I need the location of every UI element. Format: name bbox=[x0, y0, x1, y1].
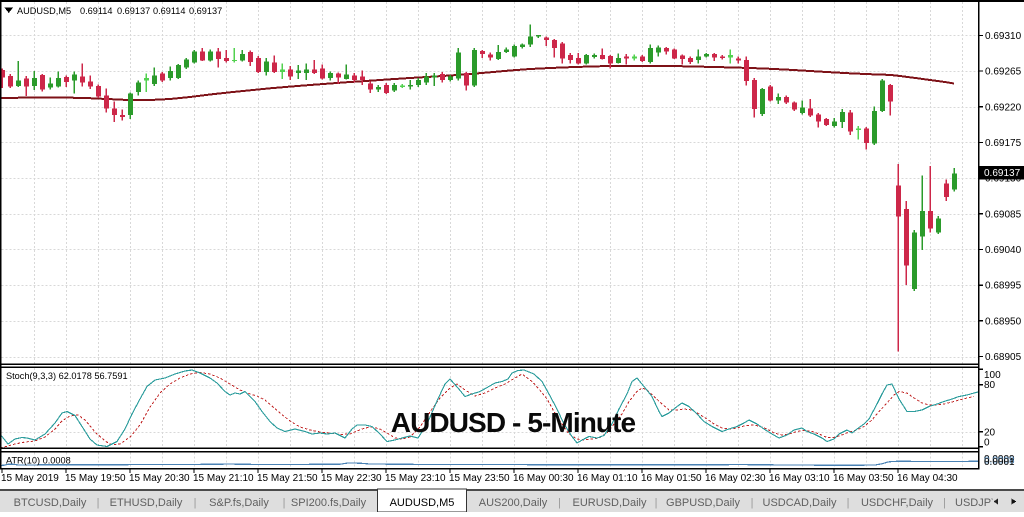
svg-text:0.68905: 0.68905 bbox=[985, 352, 1022, 363]
svg-text:0.68995: 0.68995 bbox=[985, 281, 1022, 292]
svg-text:15 May 23:10: 15 May 23:10 bbox=[385, 473, 446, 484]
svg-text:16 May 03:10: 16 May 03:10 bbox=[769, 473, 830, 484]
svg-text:|: | bbox=[194, 497, 197, 509]
svg-text:0.0001: 0.0001 bbox=[984, 457, 1015, 468]
svg-text:0: 0 bbox=[984, 437, 990, 448]
svg-text:0.69175: 0.69175 bbox=[985, 138, 1022, 149]
svg-text:16 May 02:30: 16 May 02:30 bbox=[705, 473, 766, 484]
svg-text:0.69114: 0.69114 bbox=[80, 6, 113, 16]
svg-text:|: | bbox=[558, 497, 561, 509]
svg-text:S&P.fs,Daily: S&P.fs,Daily bbox=[209, 497, 269, 509]
svg-text:15 May 2019: 15 May 2019 bbox=[1, 473, 59, 484]
svg-text:15 May 20:30: 15 May 20:30 bbox=[129, 473, 190, 484]
svg-text:0.69040: 0.69040 bbox=[985, 245, 1022, 256]
svg-text:0.69310: 0.69310 bbox=[985, 31, 1022, 42]
svg-text:SPI200.fs,Daily: SPI200.fs,Daily bbox=[291, 497, 367, 509]
svg-text:15 May 19:50: 15 May 19:50 bbox=[65, 473, 126, 484]
svg-text:0.69220: 0.69220 bbox=[985, 102, 1022, 113]
svg-text:|: | bbox=[943, 497, 946, 509]
svg-text:USDCAD,Daily: USDCAD,Daily bbox=[763, 497, 837, 509]
svg-text:16 May 01:50: 16 May 01:50 bbox=[641, 473, 702, 484]
svg-text:Stoch(9,3,3) 62.0178 56.7591: Stoch(9,3,3) 62.0178 56.7591 bbox=[6, 371, 128, 381]
svg-text:0.69137: 0.69137 bbox=[117, 6, 150, 16]
svg-text:15 May 21:50: 15 May 21:50 bbox=[257, 473, 318, 484]
svg-text:16 May 03:50: 16 May 03:50 bbox=[833, 473, 894, 484]
svg-text:GBPUSD,Daily: GBPUSD,Daily bbox=[666, 497, 740, 509]
svg-text:|: | bbox=[751, 497, 754, 509]
svg-text:0.69085: 0.69085 bbox=[985, 209, 1022, 220]
svg-text:80: 80 bbox=[984, 380, 996, 391]
svg-text:AUDUSD,M5: AUDUSD,M5 bbox=[390, 497, 455, 509]
svg-text:EURUSD,Daily: EURUSD,Daily bbox=[573, 497, 647, 509]
svg-text:0.69265: 0.69265 bbox=[985, 67, 1022, 78]
svg-text:16 May 01:10: 16 May 01:10 bbox=[577, 473, 638, 484]
svg-text:|: | bbox=[655, 497, 658, 509]
svg-text:0.69137: 0.69137 bbox=[189, 6, 222, 16]
svg-text:0.69137: 0.69137 bbox=[984, 168, 1021, 179]
svg-text:USDCHF,Daily: USDCHF,Daily bbox=[861, 497, 934, 509]
svg-text:16 May 04:30: 16 May 04:30 bbox=[897, 473, 958, 484]
svg-text:ATR(10) 0.0008: ATR(10) 0.0008 bbox=[6, 455, 71, 465]
svg-text:0.68950: 0.68950 bbox=[985, 316, 1022, 327]
svg-text:16 May 00:30: 16 May 00:30 bbox=[513, 473, 574, 484]
svg-text:0.69114: 0.69114 bbox=[153, 6, 186, 16]
svg-text:AUDUSD - 5-Minute: AUDUSD - 5-Minute bbox=[391, 407, 636, 438]
svg-text:|: | bbox=[847, 497, 850, 509]
svg-text:AUS200,Daily: AUS200,Daily bbox=[479, 497, 548, 509]
svg-text:15 May 23:50: 15 May 23:50 bbox=[449, 473, 510, 484]
svg-text:BTCUSD,Daily: BTCUSD,Daily bbox=[14, 497, 87, 509]
svg-text:15 May 22:30: 15 May 22:30 bbox=[321, 473, 382, 484]
svg-text:|: | bbox=[283, 497, 286, 509]
svg-text:AUDUSD,M5: AUDUSD,M5 bbox=[17, 6, 71, 16]
svg-text:ETHUSD,Daily: ETHUSD,Daily bbox=[110, 497, 183, 509]
svg-text:|: | bbox=[97, 497, 100, 509]
svg-text:15 May 21:10: 15 May 21:10 bbox=[193, 473, 254, 484]
